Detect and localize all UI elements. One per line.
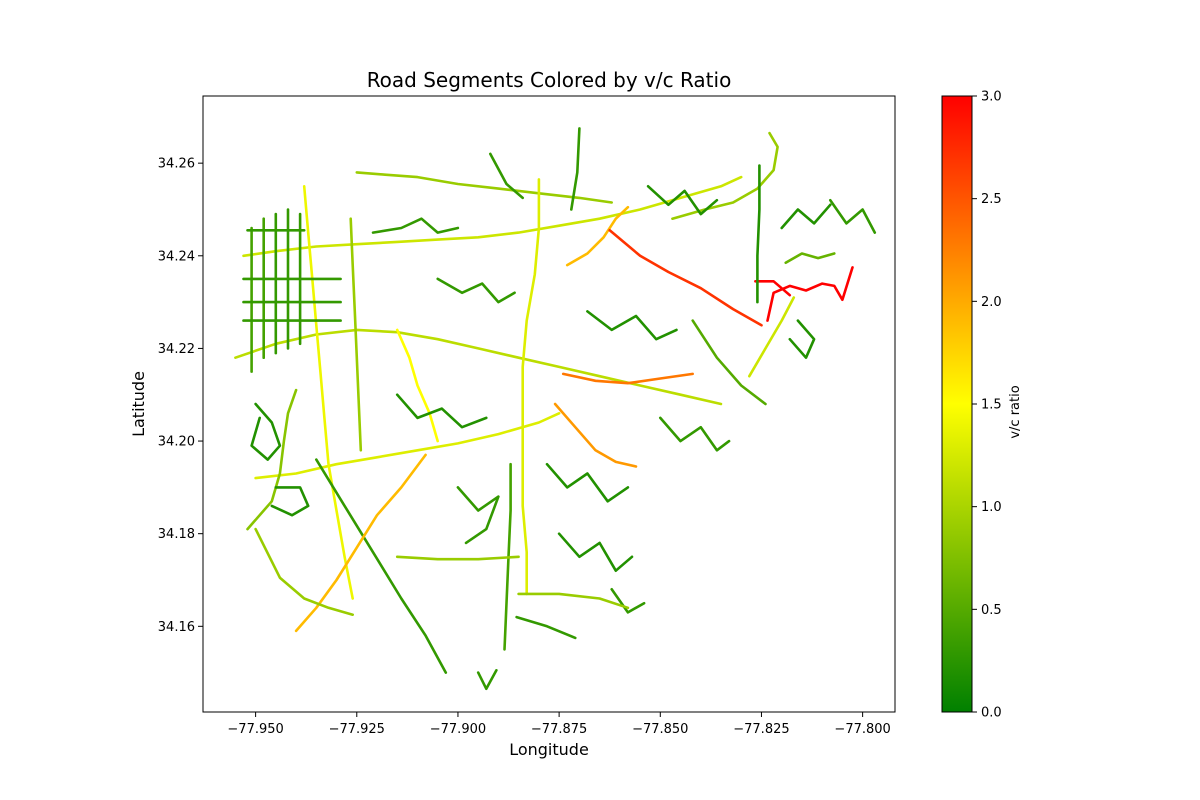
road-segment [515, 615, 577, 640]
colorbar-tick-label: 1.0 [981, 500, 1002, 515]
x-tick-label: −77.875 [531, 722, 587, 737]
road-segment [754, 280, 792, 297]
road-segment [395, 328, 439, 443]
x-tick-label: −77.950 [227, 722, 283, 737]
x-axis-label: Longitude [509, 740, 589, 759]
x-tick-label: −77.850 [632, 722, 688, 737]
colorbar-tick-label: 1.5 [981, 398, 1002, 413]
y-tick-label: 34.18 [158, 527, 195, 542]
road-segment [489, 152, 524, 200]
plot-frame [202, 95, 896, 713]
road-segment [349, 217, 363, 452]
road-segment [456, 486, 500, 545]
y-axis-ticks: 34.16 34.18 34.20 34.22 34.24 34.26 [158, 157, 203, 635]
road-segment [829, 198, 877, 234]
road-segment [254, 412, 561, 480]
road-segment [476, 669, 498, 691]
road-segment [691, 319, 767, 406]
colorbar-label: v/c ratio [1008, 385, 1023, 438]
road-segment [553, 402, 638, 468]
road-segment [570, 127, 581, 211]
road-segment [270, 486, 310, 517]
road-segment [395, 393, 488, 429]
colorbar-tick-label: 2.0 [981, 295, 1002, 310]
road-segment [395, 555, 520, 561]
colorbar-tick-label: 3.0 [981, 90, 1002, 105]
chart-title: Road Segments Colored by v/c Ratio [367, 68, 732, 92]
road-segment [610, 588, 646, 614]
colorbar-tick-label: 2.5 [981, 192, 1002, 207]
road-segment [234, 328, 723, 406]
y-tick-label: 34.24 [158, 249, 195, 264]
road-segment [302, 185, 354, 600]
road-segment [784, 252, 836, 264]
y-axis-label: Latitude [129, 371, 148, 437]
road-segment [659, 416, 731, 452]
road-segment [586, 310, 678, 341]
x-tick-label: −77.925 [329, 722, 385, 737]
road-segment [565, 205, 630, 267]
road-segment [545, 462, 630, 503]
x-tick-label: −77.800 [834, 722, 890, 737]
road-segment [756, 164, 761, 304]
road-segment [246, 388, 298, 531]
y-tick-label: 34.20 [158, 435, 195, 450]
road-segment [788, 319, 816, 359]
road-segment [748, 296, 796, 378]
road-segment [780, 203, 832, 230]
x-tick-label: −77.900 [430, 722, 486, 737]
road-segment [250, 402, 282, 461]
road-segment [294, 453, 427, 633]
road-segment [371, 217, 460, 234]
colorbar [942, 96, 972, 712]
colorbar-ticks: 0.0 0.5 1.0 1.5 2.0 2.5 3.0 [972, 90, 1002, 721]
road-segment [521, 178, 541, 596]
road-segment [517, 592, 630, 610]
y-tick-label: 34.26 [158, 157, 195, 172]
colorbar-tick-label: 0.0 [981, 706, 1002, 721]
x-tick-label: −77.825 [733, 722, 789, 737]
road-segment [766, 266, 854, 322]
road-segment [254, 527, 354, 616]
colorbar-tick-label: 0.5 [981, 603, 1002, 618]
y-tick-label: 34.22 [158, 342, 195, 357]
road-segment [561, 372, 694, 385]
road-segment [436, 277, 516, 304]
y-tick-label: 34.16 [158, 620, 195, 635]
road-segment [671, 131, 779, 220]
road-segment [315, 458, 448, 674]
road-segment [646, 185, 719, 216]
road-segment [608, 229, 763, 327]
x-axis-ticks: −77.950 −77.925 −77.900 −77.875 −77.850 −77.8… [227, 712, 891, 737]
road-segment [557, 532, 634, 572]
road-segments [234, 127, 877, 691]
